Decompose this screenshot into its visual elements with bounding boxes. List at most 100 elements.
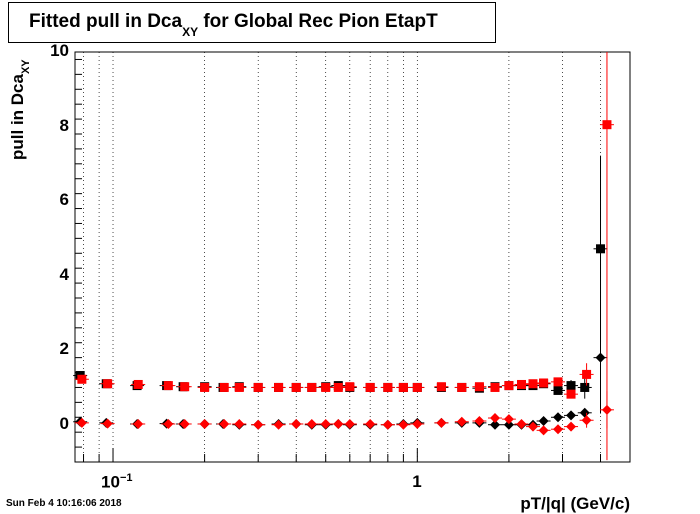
y-tick-label: 2 — [59, 339, 69, 359]
x-axis-label: pT/|q| (GeV/c) — [520, 494, 630, 513]
y-tick-label: 4 — [59, 264, 69, 284]
data-point — [489, 419, 500, 430]
data-point — [602, 120, 612, 130]
series-3 — [74, 391, 614, 436]
title-main: Fitted pull in Dca — [29, 11, 183, 32]
data-point — [412, 382, 422, 392]
data-point — [103, 379, 113, 389]
data-point — [306, 418, 317, 429]
data-point — [503, 419, 514, 430]
title-rest: for Global Rec Pion EtapT — [198, 11, 438, 32]
data-point — [504, 381, 514, 391]
data-point — [199, 418, 210, 429]
data-point — [580, 382, 590, 392]
data-point — [474, 382, 484, 392]
data-point — [274, 382, 284, 392]
data-point — [517, 379, 527, 389]
data-point — [219, 418, 230, 429]
data-point — [436, 382, 446, 392]
data-point — [307, 382, 317, 392]
data-point — [291, 418, 302, 429]
data-point — [345, 382, 355, 392]
data-point — [538, 416, 549, 426]
data-point — [490, 382, 500, 392]
data-point — [566, 421, 577, 432]
x-tick-label: 10−1 — [101, 472, 133, 492]
chart-title: Fitted pull in DcaXY for Global Rec Pion… — [29, 11, 438, 39]
data-marks — [73, 52, 614, 461]
data-point — [566, 389, 576, 399]
y-tick-label: 10 — [50, 41, 69, 60]
data-point — [581, 415, 592, 426]
data-point — [553, 385, 563, 395]
data-point — [553, 424, 564, 435]
data-point — [528, 421, 539, 432]
data-point — [76, 417, 87, 428]
data-point — [133, 379, 143, 389]
data-point — [234, 418, 245, 429]
data-point — [219, 382, 229, 392]
series-1 — [73, 301, 608, 430]
data-point — [253, 419, 264, 430]
data-point — [456, 416, 467, 427]
data-point — [163, 381, 173, 391]
data-point — [291, 382, 301, 392]
x-tick-exponent: −1 — [119, 472, 133, 484]
data-point — [333, 418, 344, 429]
data-point — [365, 418, 376, 429]
data-point — [398, 419, 409, 430]
axes-ticks — [75, 58, 631, 463]
data-point — [503, 414, 514, 425]
y-axis-label: pull in DcaXY — [8, 59, 32, 160]
data-point — [382, 419, 393, 430]
data-point — [398, 382, 408, 392]
ylabel-subscript: XY — [20, 59, 32, 75]
data-point — [180, 382, 190, 392]
data-point — [516, 418, 527, 429]
y-tick-label: 0 — [59, 413, 69, 433]
data-point — [474, 416, 485, 426]
y-tick-label: 6 — [59, 190, 69, 210]
data-point — [457, 382, 467, 392]
data-point — [77, 374, 87, 384]
data-point — [253, 382, 263, 392]
data-point — [200, 382, 210, 392]
data-point — [234, 382, 244, 392]
grid-lines — [83, 52, 631, 462]
data-point — [333, 382, 343, 392]
datestamp: Sun Feb 4 10:16:06 2018 — [6, 498, 122, 509]
ylabel-main: pull in Dca — [8, 74, 27, 160]
data-point — [528, 379, 538, 389]
data-point — [566, 381, 576, 391]
data-point — [365, 382, 375, 392]
y-tick-label: 8 — [59, 115, 69, 135]
data-point — [436, 417, 447, 428]
data-point — [344, 418, 355, 429]
data-point — [321, 382, 331, 392]
data-point — [596, 244, 606, 254]
data-point — [383, 382, 393, 392]
data-point — [595, 352, 606, 363]
plot-frame — [74, 51, 631, 463]
data-point — [553, 377, 563, 387]
data-point — [538, 425, 549, 436]
data-point — [579, 407, 590, 418]
data-point — [102, 418, 113, 429]
data-point — [179, 418, 190, 429]
data-point — [273, 419, 284, 430]
data-point — [133, 418, 144, 429]
data-point — [412, 418, 423, 429]
data-point — [566, 410, 577, 421]
data-point — [553, 412, 564, 423]
x-tick-label: 1 — [412, 472, 422, 491]
series-0 — [73, 155, 608, 399]
title-subscript: XY — [182, 25, 199, 39]
data-point — [582, 369, 592, 379]
data-point — [320, 418, 331, 429]
data-point — [601, 404, 612, 415]
title-box: Fitted pull in DcaXY for Global Rec Pion… — [8, 2, 496, 43]
data-point — [489, 413, 500, 424]
series-2 — [74, 52, 614, 461]
data-point — [163, 418, 174, 429]
